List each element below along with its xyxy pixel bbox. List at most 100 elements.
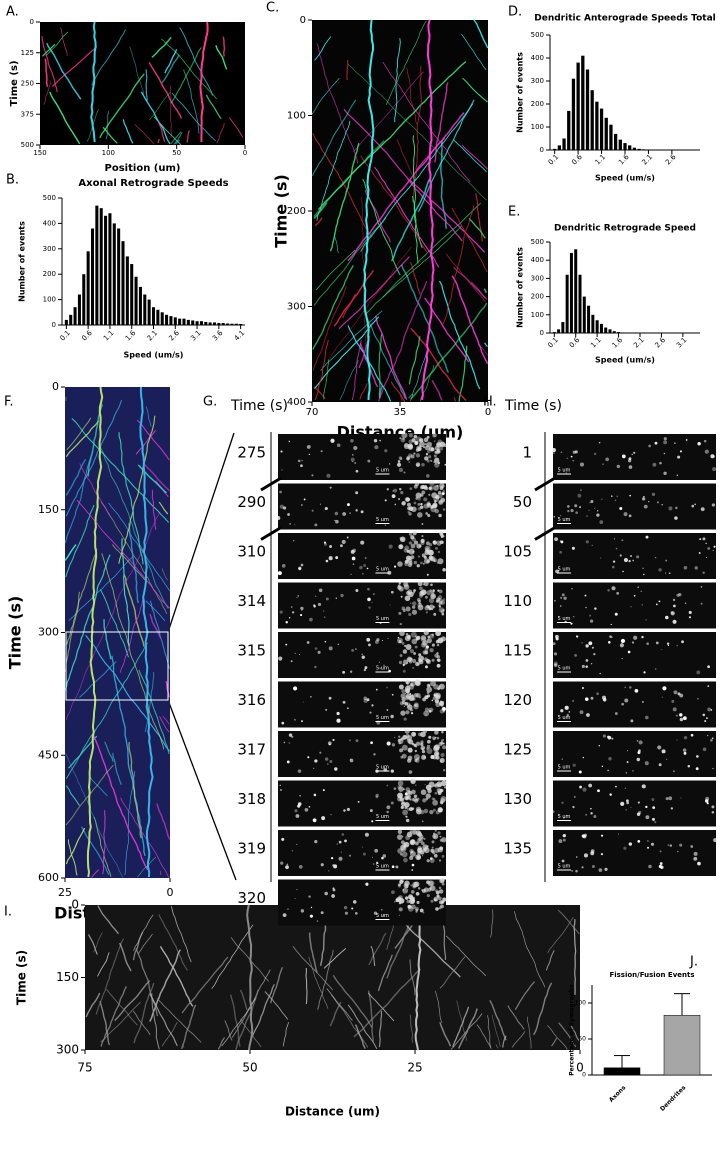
kymo-trace	[347, 325, 392, 402]
fluorescent-spot	[411, 904, 416, 910]
fluorescent-spot	[398, 498, 401, 501]
kymo-trace	[339, 359, 359, 401]
kymo-trace	[64, 544, 77, 561]
bar	[143, 294, 147, 325]
x-tick-label: 50	[172, 149, 181, 157]
fluorescent-spot	[299, 795, 301, 797]
fluorescent-spot	[425, 645, 429, 649]
fluorescent-spot	[281, 469, 283, 471]
bar	[599, 108, 604, 150]
fluorescent-spot	[414, 635, 418, 638]
fluorescent-spot	[588, 641, 593, 646]
fluorescent-spot	[301, 459, 303, 462]
fluorescent-spot	[409, 798, 412, 801]
fluorescent-spot	[297, 595, 299, 597]
x-axis-label: Position (um)	[105, 163, 181, 174]
fluorescent-spot	[418, 544, 422, 548]
fluorescent-spot	[386, 810, 389, 814]
axis-break	[534, 476, 556, 492]
fluorescent-spot	[420, 636, 427, 643]
fluorescent-spot	[276, 516, 281, 520]
fluorescent-spot	[279, 784, 281, 786]
bar	[104, 215, 108, 325]
fluorescent-spot	[668, 572, 671, 575]
kymo-trace	[461, 33, 487, 71]
fluorescent-spot	[621, 539, 624, 542]
y-tick-label: 500	[43, 194, 56, 202]
fluorescent-spot	[428, 735, 432, 739]
kymo-trace	[313, 202, 328, 219]
fluorescent-spot	[408, 541, 413, 545]
fluorescent-spot	[402, 437, 405, 441]
bar	[121, 241, 125, 325]
fluorescent-spot	[602, 695, 607, 700]
fluorescent-spot	[680, 797, 682, 799]
y-axis-label: Time (s)	[15, 950, 29, 1005]
fluorescent-spot	[335, 519, 339, 524]
fluorescent-spot	[363, 698, 368, 703]
y-tick-label: 300	[531, 77, 544, 85]
fluorescent-spot	[288, 733, 293, 737]
fluorescent-spot	[585, 659, 589, 662]
fluorescent-spot	[683, 565, 688, 570]
fluorescent-spot	[300, 909, 305, 913]
kymo-trace	[495, 1044, 499, 1049]
zoom-connector	[167, 699, 237, 881]
fluorescent-spot	[562, 838, 566, 842]
y-tick-label: 300	[531, 274, 544, 282]
fluorescent-spot	[437, 791, 442, 795]
fluorescent-spot	[584, 594, 587, 597]
bar	[621, 332, 625, 333]
kymo-trace	[445, 935, 487, 977]
fluorescent-spot	[438, 906, 442, 910]
fluorescent-spot	[574, 653, 577, 657]
fluorescent-spot	[426, 474, 430, 478]
fluorescent-spot	[349, 758, 354, 763]
fluorescent-spot	[366, 698, 370, 702]
fluorescent-spot	[598, 745, 600, 747]
fluorescent-spot	[331, 894, 335, 898]
fluorescent-spot	[675, 714, 678, 717]
fluorescent-spot	[438, 513, 442, 518]
fluorescent-spot	[597, 789, 600, 793]
kymo-trace	[215, 45, 228, 70]
fluorescent-spot	[673, 690, 678, 695]
fluorescent-spot	[398, 544, 404, 550]
x-tick-label: 25	[58, 886, 72, 899]
scale-bar-label: 5 um	[558, 666, 571, 672]
kymo-trace	[442, 919, 447, 961]
fluorescent-spot	[630, 606, 632, 608]
kymo-trace	[205, 94, 222, 120]
fluorescent-spot	[412, 797, 418, 802]
kymo-trace	[111, 655, 146, 856]
kymo-trace	[149, 91, 171, 121]
bar	[613, 133, 618, 150]
fluorescent-spot	[419, 438, 424, 443]
bar	[151, 307, 156, 325]
fluorescent-spot	[436, 655, 441, 659]
fluorescent-spot	[661, 504, 663, 506]
fluorescent-spot	[424, 707, 429, 712]
y-tick-label: 150	[38, 503, 59, 516]
kymo-trace	[222, 36, 226, 57]
kymo-trace	[333, 269, 375, 327]
y-tick-label: 400	[531, 54, 544, 62]
fluorescent-spot	[427, 635, 431, 639]
fluorescent-spot	[325, 559, 329, 563]
kymo-trace	[133, 982, 155, 1044]
time-label: 319	[237, 840, 266, 858]
fluorescent-spot	[392, 490, 394, 492]
kymo-trace	[367, 990, 374, 1043]
kymo-trace	[132, 1010, 151, 1036]
fluorescent-spot	[611, 586, 616, 591]
kymo-trace	[68, 556, 134, 621]
fluorescent-spot	[594, 507, 596, 509]
fluorescent-spot	[336, 718, 341, 723]
fluorescent-spot	[403, 857, 408, 863]
fluorescent-spot	[621, 657, 623, 660]
fluorescent-spot	[399, 622, 402, 626]
kymo-trace	[354, 1024, 366, 1049]
fluorescent-spot	[401, 753, 407, 759]
micrograph-frame	[278, 780, 446, 827]
bar	[204, 321, 208, 325]
